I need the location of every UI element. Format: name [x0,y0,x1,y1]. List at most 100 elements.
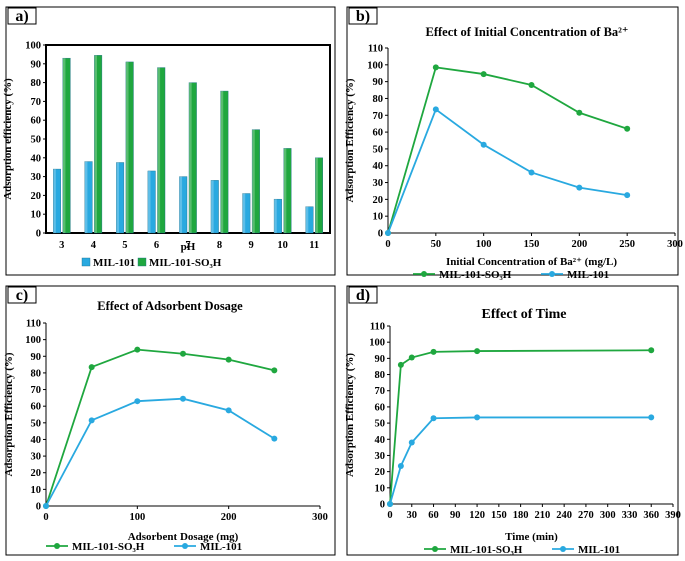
legend-label: MIL-101 [93,257,135,269]
legend-marker [421,271,427,277]
x-tick-label: 250 [619,239,635,250]
series-line [387,66,628,234]
y-tick-label: 50 [375,419,386,430]
bar [179,176,188,234]
data-point [576,184,583,191]
y-tick-label: 80 [31,368,42,379]
bar-highlight [157,67,161,233]
y-tick-label: 50 [373,144,384,155]
data-point [180,350,186,357]
legend-label: MIL-101-SO₃H [450,544,523,556]
panel-letter-box [7,7,37,25]
data-point [430,415,437,422]
bar [157,67,166,234]
legend-label: MIL-101-SO₃H [149,257,222,269]
panel-letter: b) [356,8,370,25]
bar-highlight [305,206,309,233]
y-tick-label: 60 [31,402,42,413]
bar [94,55,103,234]
x-tick-label: 180 [513,510,529,521]
x-tick-label: 300 [667,239,683,250]
y-tick-label: 30 [31,172,42,183]
y-tick-label: 20 [31,191,42,202]
panel-letter: c) [16,287,28,304]
y-tick-label: 90 [31,59,42,70]
panel-b: b) Effect of Initial Concentration of Ba²… [344,6,683,281]
y-tick-label: 20 [373,195,384,206]
series-line [45,348,275,507]
data-point [397,462,404,469]
y-tick-label: 70 [373,111,384,122]
chart-title: Effect of Initial Concentration of Ba²⁺ [425,25,628,39]
bar-highlight [62,58,66,233]
y-tick-label: 0 [378,229,383,240]
panel-letter: a) [15,8,28,25]
legend-marker [560,546,566,552]
x-tick-label: 50 [431,239,442,250]
bar [251,129,260,234]
bar [220,90,229,234]
bar-highlight [125,61,129,233]
bar-highlight [220,91,224,233]
x-tick-label: 300 [600,510,616,521]
legend-swatch [81,257,91,267]
bar [210,180,219,234]
x-tick-label: 100 [129,512,145,523]
y-tick-label: 40 [373,161,384,172]
x-tick-label: 240 [556,510,572,521]
legend-marker [432,546,438,552]
data-point [225,407,232,414]
panel-border [346,6,679,276]
y-tick-label: 90 [375,354,386,365]
legend-swatch [137,257,147,267]
bar [84,161,93,234]
y-tick-label: 100 [369,338,385,349]
x-tick-label: 100 [476,239,492,250]
bar-highlight [189,82,192,233]
y-tick-label: 110 [26,319,41,330]
panel-border [5,285,336,556]
panel-border [346,285,679,556]
legend-marker [182,543,188,549]
y-tick-label: 70 [31,385,42,396]
bar-highlight [84,161,88,233]
data-point [474,414,481,421]
y-tick-label: 10 [31,485,42,496]
x-tick-label: 11 [309,240,319,251]
data-point [271,367,278,374]
y-tick-label: 10 [31,210,42,221]
bar [188,82,197,234]
data-point [271,435,278,442]
y-axis-label: Adsorption Efficiency (%) [3,352,15,476]
x-tick-label: 6 [154,240,159,251]
legend-marker [549,271,555,277]
bar-highlight [252,129,255,233]
panel-a: a) 0 10 20 30 40 50 60 70 80 90 100 Adsorption effic… [2,6,336,276]
bar [147,170,156,234]
bar-highlight [116,162,119,233]
y-tick-label: 50 [31,135,42,146]
y-tick-label: 30 [375,451,386,462]
y-tick-label: 110 [368,44,383,55]
y-tick-label: 30 [373,178,384,189]
chart-title: Effect of Time [481,307,566,322]
bar-highlight [274,199,277,233]
data-point [480,71,487,78]
data-point [624,192,631,199]
y-tick-label: 90 [31,352,42,363]
x-tick-label: 150 [491,510,507,521]
x-tick-label: 10 [277,240,288,251]
x-tick-label: 270 [578,510,594,521]
x-axis-label: Adsorbent Dosage (mg) [128,531,239,543]
data-point [648,414,655,421]
x-tick-label: 120 [469,510,485,521]
data-point [528,82,535,88]
panel-letter-box [348,7,378,25]
y-tick-label: 80 [375,370,386,381]
data-point [88,364,95,371]
x-tick-label: 9 [248,240,253,251]
x-tick-label: 8 [217,240,222,251]
bar [242,193,251,234]
y-tick-label: 40 [375,435,386,446]
x-tick-label: 0 [387,510,392,521]
